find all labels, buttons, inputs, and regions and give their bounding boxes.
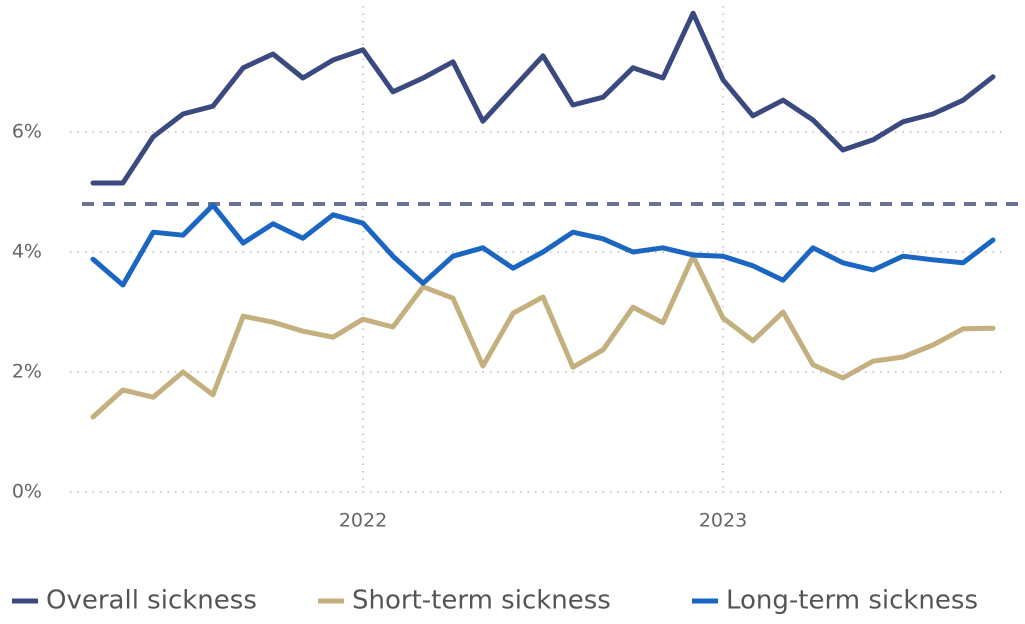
y-tick-label: 2% <box>12 361 42 383</box>
series-line <box>90 10 996 186</box>
legend-label: Long-term sickness <box>726 586 978 616</box>
y-tick-label: 0% <box>12 481 42 503</box>
legend-label: Overall sickness <box>46 586 257 616</box>
x-tick-label: 2022 <box>339 510 387 532</box>
y-tick-label: 4% <box>12 241 42 263</box>
series-line <box>90 253 996 420</box>
legend-label: Short-term sickness <box>352 586 611 616</box>
y-tick-label: 6% <box>12 121 42 143</box>
series-line <box>90 202 996 288</box>
x-tick-label: 2023 <box>699 510 747 532</box>
